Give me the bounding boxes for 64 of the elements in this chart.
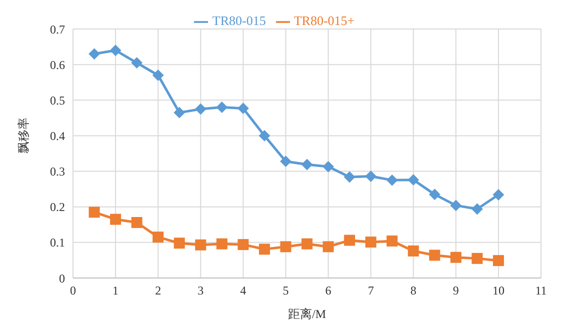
point xyxy=(450,252,462,263)
x-tick-label: 10 xyxy=(492,284,504,298)
point xyxy=(492,189,504,200)
point xyxy=(238,102,249,114)
point xyxy=(365,236,376,248)
y-tick-label: 0.3 xyxy=(50,164,65,179)
legend-label: TR80-015 xyxy=(212,13,266,28)
point xyxy=(258,130,270,142)
point xyxy=(429,188,440,200)
y-tick-label: 0.2 xyxy=(50,200,65,214)
y-tick-label: 0.7 xyxy=(50,22,65,36)
point xyxy=(174,107,185,118)
point xyxy=(152,232,164,243)
x-tick-label: 0 xyxy=(70,284,76,298)
x-tick-label: 6 xyxy=(325,284,332,298)
x-tick-label: 3 xyxy=(198,284,204,298)
point xyxy=(258,244,270,255)
x-tick-label: 8 xyxy=(410,284,416,298)
point xyxy=(110,214,122,225)
legend-label: TR80-015+ xyxy=(294,13,355,28)
point xyxy=(408,245,419,256)
point xyxy=(322,241,334,252)
point xyxy=(195,239,206,250)
y-tick-label: 0 xyxy=(59,271,65,286)
point xyxy=(280,241,292,252)
point xyxy=(238,239,249,250)
point xyxy=(131,57,142,68)
x-tick-label: 9 xyxy=(452,284,459,298)
point xyxy=(344,171,356,182)
y-tick-label: 0.6 xyxy=(50,58,65,72)
y-tick-label: 0.1 xyxy=(50,236,65,250)
x-tick-label: 11 xyxy=(535,284,547,298)
x-tick-label: 5 xyxy=(282,284,289,298)
point xyxy=(88,48,100,60)
point xyxy=(110,44,122,56)
point xyxy=(386,236,398,247)
point xyxy=(131,217,142,228)
point xyxy=(450,200,462,211)
point xyxy=(472,203,483,214)
y-tick-label: 0.5 xyxy=(50,93,65,108)
point xyxy=(174,238,185,249)
point xyxy=(280,156,292,167)
point xyxy=(472,252,483,264)
point xyxy=(344,234,356,246)
point xyxy=(365,170,376,182)
point xyxy=(492,255,504,266)
point xyxy=(386,174,398,186)
point xyxy=(216,238,228,250)
y-tick-label: 0.4 xyxy=(50,128,65,143)
x-axis-title: 距离/M xyxy=(288,307,326,321)
point xyxy=(302,159,312,170)
x-tick-label: 1 xyxy=(112,284,119,298)
x-tick-label: 4 xyxy=(240,284,246,298)
point xyxy=(88,206,100,218)
point xyxy=(302,238,312,250)
x-tick-label: 7 xyxy=(368,284,374,298)
point xyxy=(195,104,206,115)
y-axis-title: 飘移率 xyxy=(16,118,30,154)
point xyxy=(322,161,334,172)
point xyxy=(429,250,440,261)
x-tick-label: 2 xyxy=(155,284,162,298)
point xyxy=(408,174,419,186)
point xyxy=(152,70,164,81)
point xyxy=(216,102,228,113)
